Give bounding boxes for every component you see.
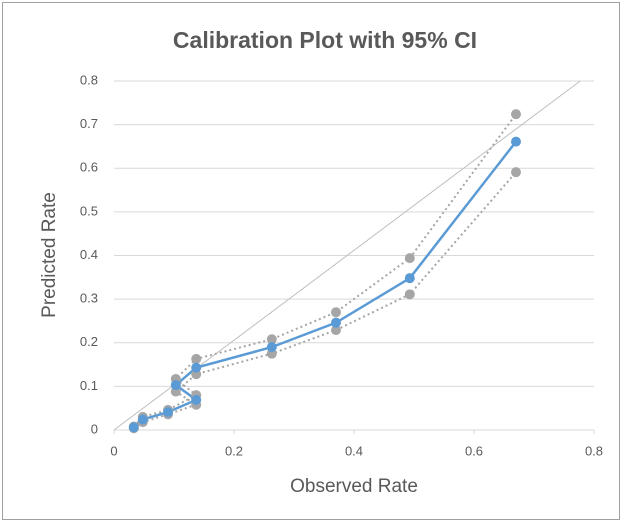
series-line <box>133 113 517 428</box>
y-tick-label: 0.3 <box>80 291 98 306</box>
point <box>331 325 341 336</box>
point <box>191 362 202 373</box>
y-tick-label: 0.1 <box>80 378 98 393</box>
point <box>511 109 521 120</box>
y-tick-label: 0.2 <box>80 334 98 349</box>
point <box>511 167 521 178</box>
series-line <box>132 140 517 429</box>
x-tick-label: 0.2 <box>225 443 243 458</box>
x-tick-label: 0.6 <box>465 443 483 458</box>
point <box>191 353 202 364</box>
point <box>404 253 415 264</box>
y-tick-label: 0.7 <box>80 116 98 131</box>
point <box>170 380 181 391</box>
y-tick-label: 0 <box>91 421 98 436</box>
point <box>266 334 277 345</box>
y-tick-label: 0.8 <box>80 72 98 87</box>
series-line <box>133 171 517 430</box>
chart-title: Calibration Plot with 95% CI <box>173 27 477 53</box>
point <box>128 422 139 433</box>
point <box>404 289 415 300</box>
point <box>404 273 415 284</box>
point <box>266 342 277 353</box>
point <box>137 414 148 425</box>
point <box>191 394 202 405</box>
y-axis-label: Predicted Rate <box>39 192 60 318</box>
x-tick-label: 0 <box>110 443 117 458</box>
point <box>331 317 341 328</box>
x-tick-label: 0.8 <box>585 443 603 458</box>
point <box>331 307 341 318</box>
x-tick-label: 0.4 <box>345 443 363 458</box>
y-tick-label: 0.5 <box>80 203 98 218</box>
point <box>163 407 173 418</box>
point <box>511 136 521 147</box>
y-tick-label: 0.6 <box>80 160 98 175</box>
x-axis-label: Observed Rate <box>290 476 418 497</box>
y-tick-label: 0.4 <box>80 247 98 262</box>
